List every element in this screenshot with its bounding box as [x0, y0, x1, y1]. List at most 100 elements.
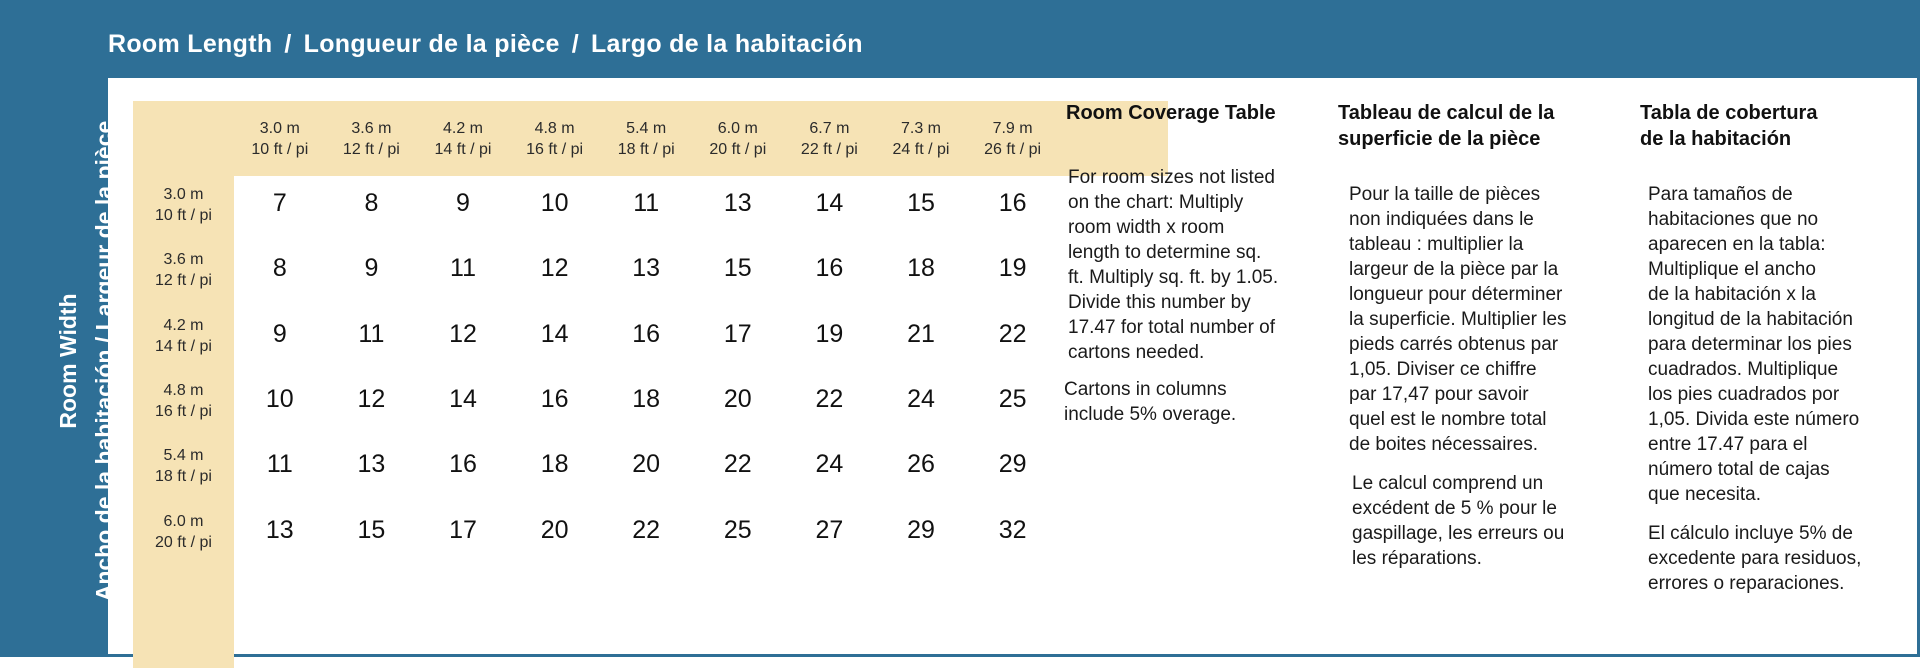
info-line: tableau : multiplier la	[1349, 234, 1524, 255]
table-cell: 32	[998, 515, 1027, 544]
info-line: on the chart: Multiply	[1068, 192, 1244, 213]
info-note-fr: Le calcul comprend un excédent de 5 % pou…	[1352, 471, 1628, 571]
table-cell: 18	[540, 450, 569, 479]
table-cell: 13	[632, 254, 661, 283]
table-cell: 16	[998, 189, 1027, 217]
row-header-ft: 10 ft / pi	[155, 207, 212, 224]
table-cell: 14	[540, 319, 569, 348]
table-cell: 14	[449, 384, 477, 413]
table-cell: 9	[456, 189, 470, 217]
column-header: 3.6 m 12 ft / pi	[326, 118, 416, 160]
table-cell: 16	[632, 319, 661, 348]
column-header: 7.9 m 26 ft / pi	[968, 118, 1058, 160]
title-fr: Longueur de la pièce	[303, 30, 560, 58]
row-header-m: 6.0 m	[163, 512, 204, 530]
side-title-en: Room Width	[55, 293, 81, 429]
table-cell: 12	[357, 384, 386, 413]
column-header: 4.8 m 16 ft / pi	[510, 118, 600, 160]
table-cell: 18	[907, 254, 935, 283]
table-cell: 13	[723, 189, 752, 217]
row-header-m: 4.2 m	[163, 316, 204, 334]
column-header-ft: 16 ft / pi	[526, 141, 584, 158]
column-header-m: 3.0 m	[259, 120, 300, 137]
table-cell: 16	[540, 384, 569, 413]
table-cell: 20	[723, 384, 752, 413]
table-cell: 8	[272, 254, 287, 283]
column-header: 6.7 m 22 ft / pi	[784, 118, 874, 160]
info-heading-line: de la habitación	[1640, 128, 1792, 150]
table-cell: 10	[265, 384, 294, 413]
info-note-line: include 5% overage.	[1064, 404, 1237, 425]
table-cell: 18	[632, 384, 661, 413]
column-header-m: 4.8 m	[534, 120, 575, 137]
table-cell: 11	[358, 319, 385, 348]
column-header: 7.3 m 24 ft / pi	[876, 118, 966, 160]
table-cell: 8	[364, 189, 379, 217]
row-header-bar	[133, 176, 234, 668]
row-header: 4.8 m 16 ft / pi	[133, 380, 234, 422]
table-cell: 17	[449, 515, 477, 544]
info-note-line: les réparations.	[1352, 548, 1482, 569]
row-header: 6.0 m 20 ft / pi	[133, 511, 234, 553]
table-cell: 16	[449, 450, 477, 479]
info-line: non indiquées dans le	[1349, 209, 1534, 230]
table-cell: 12	[540, 254, 569, 283]
table-cell: 9	[364, 254, 379, 283]
info-body-fr: Pour la taille de pièces non indiquées da…	[1349, 182, 1628, 457]
table-cell: 13	[357, 450, 386, 479]
info-line: quel est le nombre total	[1349, 409, 1547, 430]
table-cell: 19	[998, 254, 1027, 283]
column-header-ft: 12 ft / pi	[342, 141, 400, 158]
table-cell: 27	[815, 515, 844, 544]
table-cell: 15	[357, 515, 386, 544]
info-line: Para tamaños de	[1648, 184, 1793, 205]
table-cell: 9	[272, 319, 287, 348]
column-header-m: 7.3 m	[900, 120, 941, 137]
row-header-m: 4.8 m	[163, 381, 204, 399]
table-cell: 10	[540, 189, 569, 217]
info-line: Multiplique el ancho	[1648, 259, 1816, 280]
table-cell: 20	[632, 450, 661, 479]
info-heading-en: Room Coverage Table	[1066, 102, 1276, 124]
table-corner	[133, 101, 234, 176]
row-header: 4.2 m 14 ft / pi	[133, 315, 234, 357]
info-line: pieds carrés obtenus par	[1349, 334, 1559, 355]
info-line: los pies cuadrados por	[1648, 384, 1840, 405]
row-header-ft: 12 ft / pi	[155, 272, 212, 290]
info-note-line: errores o reparaciones.	[1648, 573, 1845, 594]
info-heading-line: Tableau de calcul de la	[1338, 102, 1555, 124]
column-header-m: 4.2 m	[442, 120, 483, 137]
row-header: 3.6 m 12 ft / pi	[133, 249, 234, 291]
column-header-ft: 24 ft / pi	[892, 141, 950, 158]
info-body-es: Para tamaños de habitaciones que no aparec…	[1648, 182, 1910, 507]
title-separator: /	[571, 30, 579, 58]
info-note-line: excédent de 5 % pour le	[1352, 498, 1557, 519]
info-heading-line: superficie de la pièce	[1338, 128, 1541, 150]
info-heading-es: Tabla de cobertura de la habitación	[1640, 100, 1910, 152]
column-header-m: 6.7 m	[809, 120, 850, 137]
info-line: aparecen en la tabla:	[1648, 234, 1826, 255]
info-note-line: Cartons in columns	[1064, 379, 1227, 400]
table-cell: 15	[907, 189, 935, 217]
row-header: 5.4 m 18 ft / pi	[133, 445, 234, 487]
info-line: length to determine sq.	[1068, 242, 1262, 263]
column-header-ft: 10 ft / pi	[251, 141, 309, 158]
info-line: para determinar los pies	[1648, 334, 1852, 355]
info-line: For room sizes not listed	[1068, 167, 1275, 188]
title-es: Largo de la habitación	[590, 30, 863, 58]
info-note-es: El cálculo incluye 5% de excedente para r…	[1648, 521, 1910, 596]
column-header: 6.0 m 20 ft / pi	[693, 118, 783, 160]
table-cell: 22	[815, 384, 844, 413]
column-header: 4.2 m 14 ft / pi	[418, 118, 508, 160]
table-cell: 15	[723, 254, 752, 283]
info-line: cartons needed.	[1068, 342, 1205, 363]
table-cell: 22	[723, 450, 752, 479]
column-header: 3.0 m 10 ft / pi	[235, 118, 325, 160]
column-header-bar	[234, 101, 1168, 176]
table-cell: 22	[632, 515, 661, 544]
info-line: largeur de la pièce par la	[1349, 259, 1559, 280]
info-column-es: Tabla de cobertura de la habitación Para …	[1640, 100, 1910, 596]
column-header-ft: 22 ft / pi	[800, 141, 858, 158]
table-cell: 21	[907, 319, 935, 348]
table-cell: 16	[815, 254, 844, 283]
